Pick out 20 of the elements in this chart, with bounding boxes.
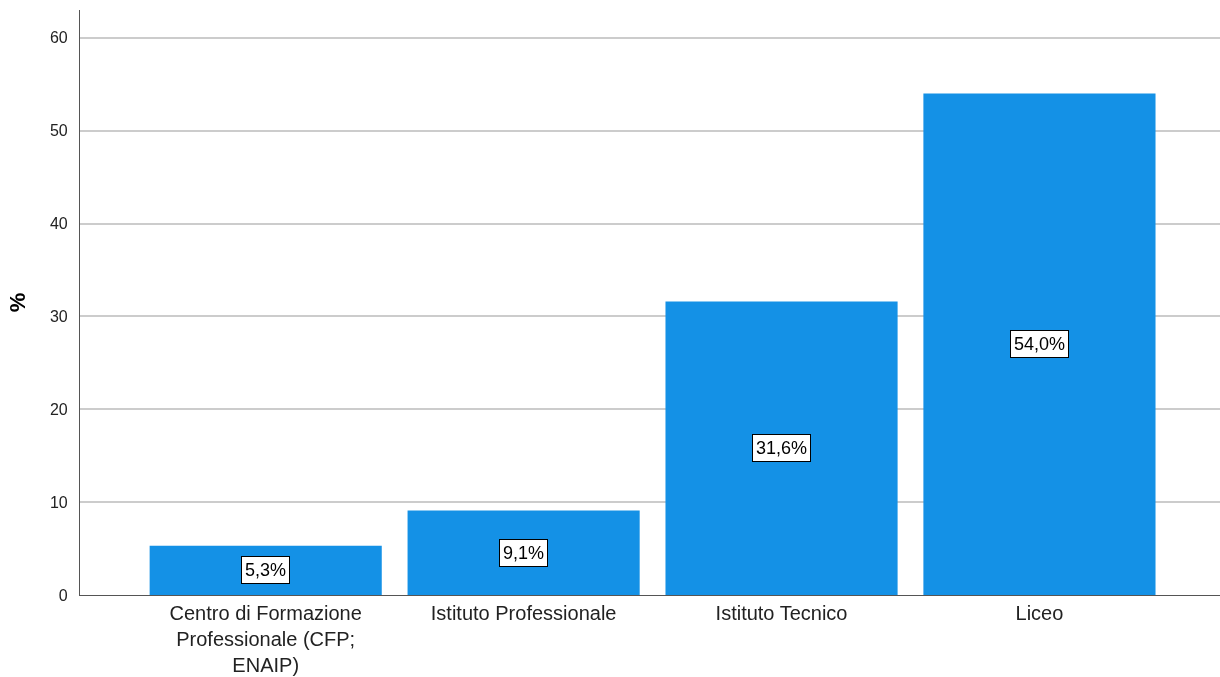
- bar: [665, 301, 898, 595]
- y-tick-label: 30: [49, 308, 68, 326]
- y-tick-label: 10: [49, 493, 68, 511]
- data-label: 54,0%: [1014, 334, 1066, 354]
- y-tick-label: 20: [49, 400, 68, 418]
- y-tick-label: 40: [49, 215, 68, 233]
- x-tick-label: Istituto Professionale: [430, 602, 617, 625]
- bar: [923, 93, 1156, 595]
- data-label: 31,6%: [756, 438, 808, 458]
- y-axis-title: %: [4, 292, 30, 313]
- y-tick-label: 60: [49, 29, 68, 47]
- y-tick-label: 0: [58, 586, 68, 604]
- data-label: 5,3%: [245, 560, 287, 580]
- x-tick-label: Liceo: [1015, 602, 1064, 625]
- y-tick-label: 50: [49, 122, 68, 140]
- x-tick-label: Istituto Tecnico: [715, 602, 848, 625]
- data-label: 9,1%: [503, 543, 545, 563]
- x-tick-label: Centro di Formazione Professionale (CFP; ENAIP): [169, 602, 362, 677]
- bar: [407, 510, 640, 595]
- bar: [149, 545, 382, 595]
